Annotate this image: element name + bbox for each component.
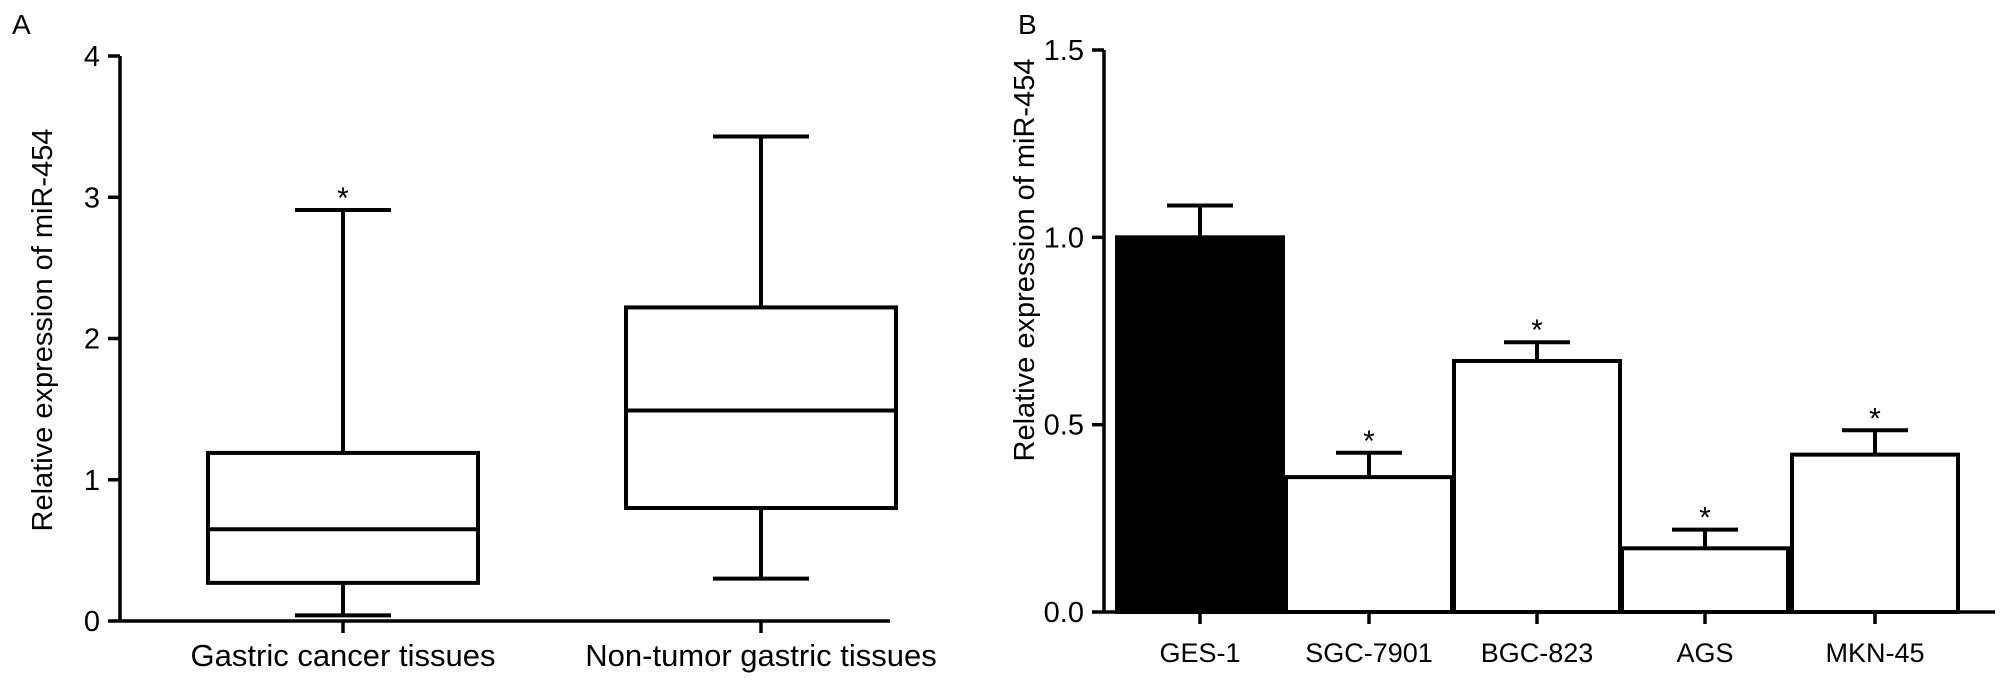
panel-a: A Relative expression of miR-454 0 1 2 3 4 *… xyxy=(12,9,937,673)
significance-marker: * xyxy=(1869,402,1881,435)
panel-a-y-tick-label: 4 xyxy=(84,41,100,73)
panel-a-y-tick-label: 3 xyxy=(84,182,100,214)
panel-a-y-tick-label: 0 xyxy=(84,606,100,638)
panel-a-label: A xyxy=(12,9,31,40)
panel-b-y-tick-label: 1.5 xyxy=(1044,35,1084,67)
panel-a-y-tick-label: 1 xyxy=(84,465,100,497)
bar-group-3: * xyxy=(1620,502,1790,614)
bar-group-1: * xyxy=(1284,425,1454,614)
box-iqr xyxy=(624,305,898,510)
panel-b-y-axis-title: Relative expression of miR-454 xyxy=(1009,59,1041,462)
bar-group-4: * xyxy=(1790,402,1960,615)
box-iqr xyxy=(206,450,480,585)
panel-b-category-label: BGC-823 xyxy=(1481,638,1594,668)
panel-b-y-tick-label: 1.0 xyxy=(1044,222,1084,254)
panel-a-category-label: Non-tumor gastric tissues xyxy=(585,638,936,673)
panel-a-category-labels: Gastric cancer tissues Non-tumor gastric … xyxy=(191,621,937,673)
bar xyxy=(1620,546,1790,614)
box-1 xyxy=(624,134,898,581)
panel-b-category-label: SGC-7901 xyxy=(1305,638,1433,668)
bar-group-2: * xyxy=(1452,314,1622,614)
bar xyxy=(1115,235,1285,614)
significance-marker: * xyxy=(1531,314,1543,347)
bar xyxy=(1790,452,1960,615)
panel-b-category-label: MKN-45 xyxy=(1825,638,1924,668)
significance-marker: * xyxy=(337,182,349,215)
panel-b-bars: * * * * xyxy=(1115,203,1960,615)
significance-marker: * xyxy=(1699,502,1711,535)
panel-b-label: B xyxy=(1018,9,1037,40)
panel-a-y-tick-label: 2 xyxy=(84,324,100,356)
panel-b-category-labels: GES-1 SGC-7901 BGC-823 AGS MKN-45 xyxy=(1159,612,1925,668)
bar xyxy=(1452,358,1622,614)
panel-b-category-label: GES-1 xyxy=(1159,638,1240,668)
panel-b: B Relative expression of miR-454 0.0 0.5 1… xyxy=(1009,9,1995,668)
panel-b-y-tick-label: 0.5 xyxy=(1044,410,1084,442)
box-0: * xyxy=(206,182,480,618)
panel-a-boxes: * xyxy=(206,134,898,618)
panel-a-y-axis-title: Relative expression of miR-454 xyxy=(27,129,59,532)
bar-group-0 xyxy=(1115,203,1285,614)
bar xyxy=(1284,475,1454,614)
panel-b-category-label: AGS xyxy=(1676,638,1733,668)
panel-a-category-label: Gastric cancer tissues xyxy=(191,638,496,673)
significance-marker: * xyxy=(1363,425,1375,458)
panel-b-y-tick-label: 0.0 xyxy=(1044,597,1084,629)
